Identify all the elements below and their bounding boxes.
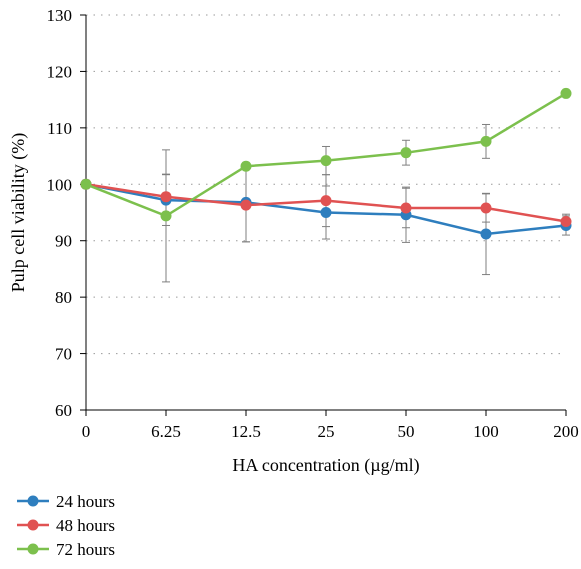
data-point — [240, 160, 252, 172]
x-tick-labels: 0 6.25 12.5 25 50 100 200 — [82, 410, 579, 441]
data-point — [80, 178, 92, 190]
data-point — [400, 147, 412, 159]
data-point — [560, 87, 572, 99]
data-point — [560, 216, 572, 228]
x-tick-label: 50 — [398, 422, 415, 441]
y-tick-label: 80 — [55, 288, 72, 307]
x-tick-label: 25 — [318, 422, 335, 441]
x-tick-label: 0 — [82, 422, 91, 441]
y-tick-label: 100 — [47, 175, 73, 194]
data-point — [320, 207, 332, 218]
x-tick-label: 12.5 — [231, 422, 261, 441]
data-point — [160, 191, 172, 203]
legend-item: 48 hours — [17, 516, 115, 535]
legend-marker — [27, 543, 39, 555]
y-tick-label: 60 — [55, 401, 72, 420]
data-point — [480, 228, 492, 240]
data-point — [320, 195, 332, 207]
legend-label: 72 hours — [56, 540, 115, 559]
series-72-hours — [80, 87, 572, 222]
legend-label: 24 hours — [56, 492, 115, 511]
y-tick-label: 110 — [47, 119, 72, 138]
legend-label: 48 hours — [56, 516, 115, 535]
x-tick-label: 6.25 — [151, 422, 181, 441]
data-series — [80, 87, 572, 240]
data-point — [400, 202, 412, 214]
y-tick-label: 130 — [47, 6, 73, 25]
y-tick-label: 90 — [55, 232, 72, 251]
legend-marker — [27, 495, 39, 507]
data-point — [240, 199, 252, 211]
data-point — [320, 155, 332, 167]
data-point — [480, 202, 492, 214]
y-axis-title: Pulp cell viability (%) — [8, 133, 29, 292]
series-48-hours — [80, 178, 572, 228]
legend-marker — [27, 519, 39, 531]
y-tick-label: 70 — [55, 345, 72, 364]
y-tick-labels: 60 70 80 90 100 110 120 130 — [47, 6, 86, 420]
x-axis-title: HA concentration (µg/ml) — [232, 455, 419, 476]
data-point — [160, 210, 172, 222]
data-point — [480, 135, 492, 147]
legend-item: 72 hours — [17, 540, 115, 559]
legend-item: 24 hours — [17, 492, 115, 511]
y-tick-label: 120 — [47, 62, 73, 81]
x-tick-label: 100 — [473, 422, 499, 441]
x-tick-label: 200 — [553, 422, 579, 441]
legend: 24 hours 48 hours 72 hours — [17, 492, 115, 559]
